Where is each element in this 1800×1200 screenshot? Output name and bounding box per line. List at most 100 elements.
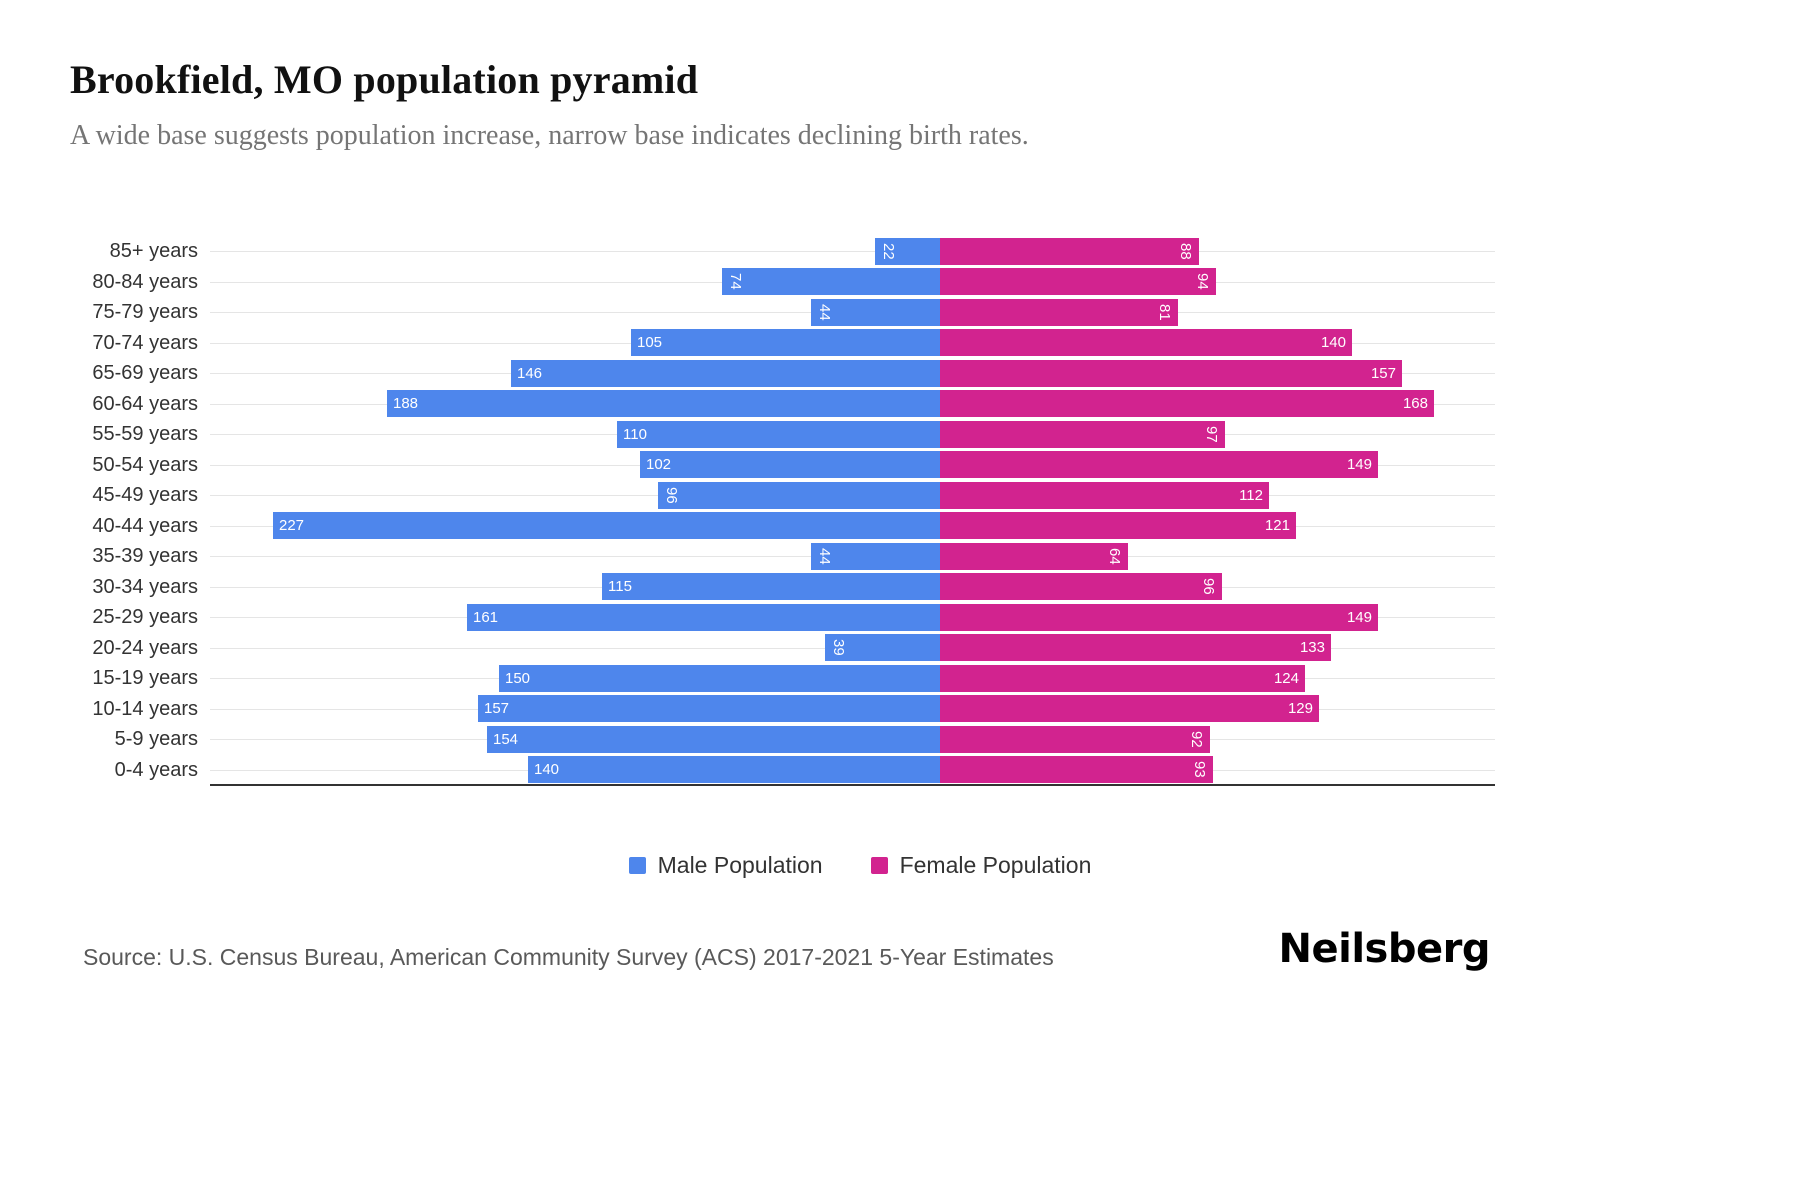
male-value-label: 102 — [646, 456, 672, 473]
female-bar[interactable]: 121 — [940, 512, 1296, 539]
female-bar[interactable]: 149 — [940, 451, 1378, 478]
age-group-label: 35-39 years — [92, 545, 198, 567]
male-value-label: 44 — [816, 304, 833, 321]
age-group-label: 60-64 years — [92, 393, 198, 415]
female-bar[interactable]: 64 — [940, 543, 1128, 570]
age-group-label: 70-74 years — [92, 332, 198, 354]
female-value-label: 140 — [1320, 334, 1346, 351]
female-bar[interactable]: 133 — [940, 634, 1331, 661]
male-bar[interactable]: 140 — [528, 756, 940, 783]
legend-item-female[interactable]: Female Population — [870, 852, 1092, 879]
female-value-label: 93 — [1191, 761, 1208, 778]
female-value-label: 168 — [1402, 395, 1428, 412]
age-group-label: 30-34 years — [92, 576, 198, 598]
female-bar[interactable]: 97 — [940, 421, 1225, 448]
male-value-label: 44 — [816, 548, 833, 565]
male-bar[interactable]: 157 — [478, 695, 940, 722]
male-value-label: 161 — [473, 609, 499, 626]
female-legend-swatch-icon — [870, 857, 888, 874]
female-bar[interactable]: 88 — [940, 238, 1199, 265]
male-bar[interactable]: 44 — [811, 299, 940, 326]
female-bar[interactable]: 92 — [940, 726, 1210, 753]
age-group-label: 75-79 years — [92, 301, 198, 323]
x-axis-line — [210, 784, 1495, 786]
male-value-label: 110 — [623, 426, 647, 443]
male-bar[interactable]: 105 — [631, 329, 940, 356]
female-value-label: 157 — [1370, 365, 1396, 382]
male-value-label: 227 — [279, 517, 305, 534]
female-value-label: 124 — [1273, 670, 1299, 687]
female-value-label: 133 — [1299, 639, 1325, 656]
male-value-label: 157 — [484, 700, 510, 717]
female-bar[interactable]: 129 — [940, 695, 1319, 722]
source-attribution: Source: U.S. Census Bureau, American Com… — [83, 944, 1054, 970]
female-bar[interactable]: 140 — [940, 329, 1352, 356]
female-value-label: 129 — [1287, 700, 1313, 717]
legend: Male Population Female Population — [0, 852, 1720, 879]
male-bar[interactable]: 115 — [602, 573, 940, 600]
age-group-label: 50-54 years — [92, 454, 198, 476]
male-bar[interactable]: 110 — [617, 421, 940, 448]
male-bar[interactable]: 161 — [467, 604, 940, 631]
female-bar[interactable]: 96 — [940, 573, 1222, 600]
female-value-label: 112 — [1239, 487, 1263, 504]
male-value-label: 150 — [505, 670, 531, 687]
age-group-label: 55-59 years — [92, 423, 198, 445]
female-value-label: 81 — [1156, 304, 1173, 321]
male-legend-label: Male Population — [657, 852, 823, 878]
male-legend-swatch-icon — [628, 857, 646, 874]
female-bar[interactable]: 168 — [940, 390, 1434, 417]
female-value-label: 97 — [1203, 426, 1220, 443]
female-bar[interactable]: 157 — [940, 360, 1402, 387]
male-bar[interactable]: 102 — [640, 451, 940, 478]
female-value-label: 64 — [1106, 548, 1123, 565]
age-group-label: 40-44 years — [92, 515, 198, 537]
age-group-label: 45-49 years — [92, 484, 198, 506]
female-bar[interactable]: 112 — [940, 482, 1269, 509]
female-legend-label: Female Population — [899, 852, 1092, 878]
female-bar[interactable]: 81 — [940, 299, 1178, 326]
male-value-label: 74 — [727, 273, 744, 290]
male-value-label: 140 — [534, 761, 560, 778]
male-bar[interactable]: 74 — [722, 268, 940, 295]
male-bar[interactable]: 188 — [387, 390, 940, 417]
neilsberg-logo[interactable]: Neilsberg — [1278, 926, 1491, 972]
male-bar[interactable]: 227 — [273, 512, 940, 539]
female-value-label: 149 — [1346, 609, 1372, 626]
male-bar[interactable]: 154 — [487, 726, 940, 753]
male-value-label: 22 — [880, 243, 897, 260]
female-value-label: 96 — [1200, 578, 1217, 595]
male-value-label: 146 — [517, 365, 543, 382]
male-bar[interactable]: 146 — [511, 360, 940, 387]
age-group-label: 80-84 years — [92, 271, 198, 293]
age-group-label: 0-4 years — [114, 759, 198, 781]
age-group-label: 5-9 years — [114, 728, 198, 750]
male-bar[interactable]: 150 — [499, 665, 940, 692]
female-bar[interactable]: 124 — [940, 665, 1305, 692]
age-group-label: 85+ years — [109, 240, 198, 262]
legend-item-male[interactable]: Male Population — [628, 852, 823, 879]
age-group-label: 65-69 years — [92, 362, 198, 384]
age-group-label: 15-19 years — [92, 667, 198, 689]
age-group-label: 25-29 years — [92, 606, 198, 628]
female-value-label: 88 — [1177, 243, 1194, 260]
male-bar[interactable]: 22 — [875, 238, 940, 265]
female-bar[interactable]: 94 — [940, 268, 1216, 295]
age-group-label: 20-24 years — [92, 637, 198, 659]
male-bar[interactable]: 44 — [811, 543, 940, 570]
male-value-label: 39 — [830, 639, 847, 656]
female-value-label: 92 — [1188, 731, 1205, 748]
female-bar[interactable]: 93 — [940, 756, 1213, 783]
male-bar[interactable]: 39 — [825, 634, 940, 661]
female-value-label: 94 — [1194, 273, 1211, 290]
male-value-label: 96 — [663, 487, 680, 504]
female-bar[interactable]: 149 — [940, 604, 1378, 631]
male-bar[interactable]: 96 — [658, 482, 940, 509]
chart-subtitle: A wide base suggests population increase… — [70, 120, 1029, 151]
age-group-label: 10-14 years — [92, 698, 198, 720]
male-value-label: 154 — [493, 731, 519, 748]
gridline — [210, 251, 1495, 252]
female-value-label: 149 — [1346, 456, 1372, 473]
